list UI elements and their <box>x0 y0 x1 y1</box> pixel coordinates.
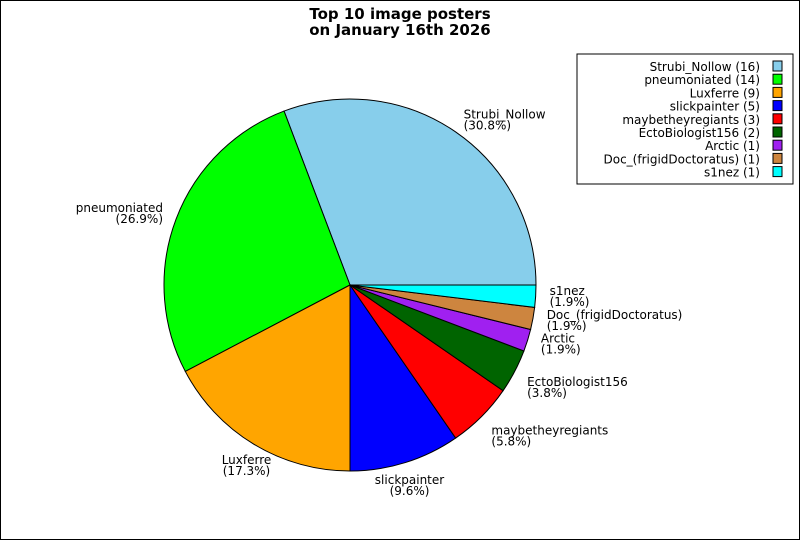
legend-swatch-maybetheyregiants <box>772 113 783 125</box>
legend-swatch-doc-frigiddoctoratus <box>772 152 783 164</box>
pie-slice-strubi-nollow <box>283 98 537 286</box>
legend-swatch-luxferre <box>772 86 783 98</box>
legend-entry-strubi-nollow: Strubi_Nollow (16) <box>650 60 760 74</box>
pie-slices <box>163 98 537 472</box>
pie-slice-slickpainter <box>349 283 457 472</box>
slice-label-doc-frigiddoctoratus: Doc_(frigidDoctoratus) (1.9%) <box>547 308 683 333</box>
slice-label-strubi-nollow: Strubi_Nollow (30.8%) <box>464 107 546 132</box>
slice-label-arctic: Arctic (1.9%) <box>541 332 581 357</box>
slice-label-maybetheyregiants: maybetheyregiants (5.8%) <box>491 423 608 448</box>
legend-swatch-slickpainter <box>772 100 783 112</box>
slice-label-pneumoniated: pneumoniated (26.9%) <box>76 201 163 226</box>
slice-label-luxferre: Luxferre (17.3%) <box>222 453 272 478</box>
legend: Strubi_Nollow (16)pneumoniated (14)Luxfe… <box>576 53 794 185</box>
pie-slice-pneumoniated <box>163 110 351 373</box>
pie-slice-luxferre <box>184 284 351 472</box>
legend-swatch-arctic <box>772 139 783 151</box>
slice-labels: Strubi_Nollow (30.8%) pneumoniated (26.9%) L… <box>76 107 683 498</box>
legend-entry-maybetheyregiants: maybetheyregiants (3) <box>622 113 760 127</box>
slice-label-slickpainter: slickpainter (9.6%) <box>375 473 444 498</box>
legend-swatch-ectobiologist156 <box>772 126 783 138</box>
pie-slice-s1nez <box>349 284 537 308</box>
chart-title: Top 10 image posters <box>309 5 490 23</box>
legend-entry-luxferre: Luxferre (9) <box>690 86 760 100</box>
legend-entry-arctic: Arctic (1) <box>705 139 760 153</box>
legend-entry-ectobiologist156: EctoBiologist156 (2) <box>639 126 760 140</box>
legend-swatch-strubi-nollow <box>772 60 783 72</box>
legend-entry-s1nez: s1nez (1) <box>704 166 760 180</box>
legend-entry-slickpainter: slickpainter (5) <box>670 100 760 114</box>
legend-swatch-pneumoniated <box>772 73 783 85</box>
legend-entry-doc-frigiddoctoratus: Doc_(frigidDoctoratus) (1) <box>604 152 761 166</box>
chart-subtitle: on January 16th 2026 <box>309 21 490 39</box>
legend-swatch-s1nez <box>772 166 783 178</box>
legend-entry-pneumoniated: pneumoniated (14) <box>644 73 760 87</box>
slice-label-s1nez: s1nez (1.9%) <box>550 284 590 309</box>
legend-box <box>576 53 794 185</box>
slice-label-ectobiologist156: EctoBiologist156 (3.8%) <box>527 375 628 400</box>
